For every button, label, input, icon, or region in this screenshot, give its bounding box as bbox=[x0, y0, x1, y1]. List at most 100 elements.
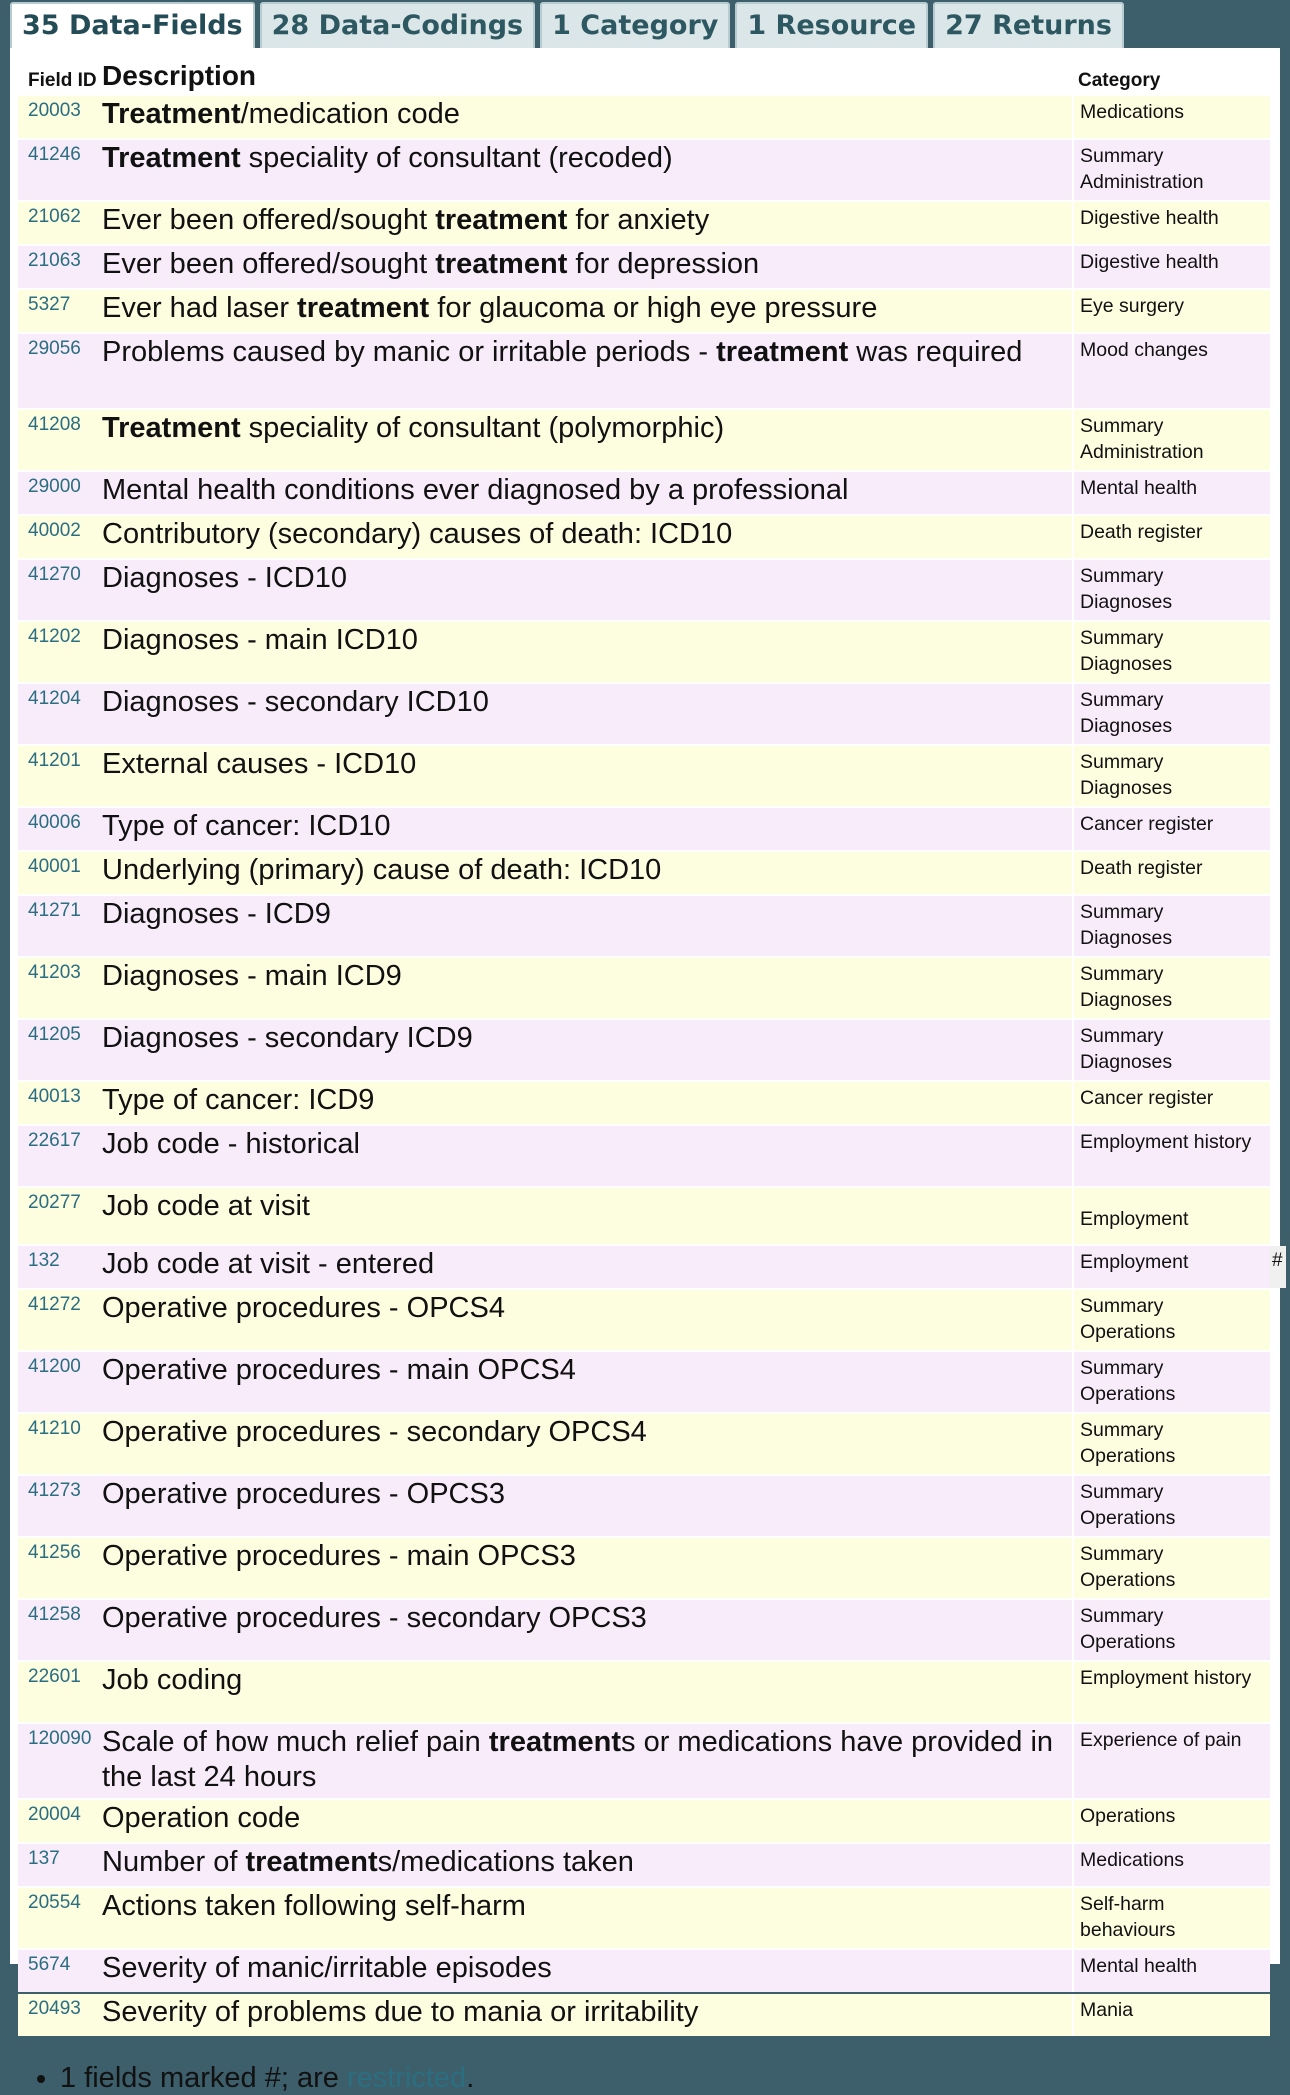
field-id-link[interactable]: 20004 bbox=[28, 1804, 81, 1825]
field-id-cell: 29000 bbox=[18, 472, 100, 514]
description-text: Diagnoses - ICD9 bbox=[102, 898, 331, 930]
highlight-term: treatment bbox=[245, 1846, 378, 1878]
field-id-link[interactable]: 41271 bbox=[28, 900, 81, 921]
field-id-link[interactable]: 5327 bbox=[28, 294, 71, 315]
restricted-marker bbox=[1270, 290, 1286, 332]
restricted-marker bbox=[1270, 1414, 1286, 1474]
field-id-link[interactable]: 132 bbox=[28, 1250, 60, 1271]
field-id-link[interactable]: 41201 bbox=[28, 750, 81, 771]
category-cell: Mental health bbox=[1072, 472, 1270, 514]
category-line: Death register bbox=[1080, 857, 1203, 879]
description-cell: Treatment speciality of consultant (reco… bbox=[100, 140, 1072, 200]
restricted-link[interactable]: restricted bbox=[346, 2062, 467, 2094]
table-row: 120090 Scale of how much relief pain trea… bbox=[18, 1724, 1286, 1798]
field-id-link[interactable]: 137 bbox=[28, 1848, 60, 1869]
category-cell: Summary Diagnoses bbox=[1072, 896, 1270, 956]
tab-category[interactable]: 1 Category bbox=[540, 2, 731, 48]
category-line: Experience of pain bbox=[1080, 1729, 1242, 1751]
restricted-marker bbox=[1270, 410, 1286, 470]
field-id-link[interactable]: 41258 bbox=[28, 1604, 81, 1625]
field-id-link[interactable]: 21062 bbox=[28, 206, 81, 227]
table-row: 41202 Diagnoses - main ICD10 Summary Diagno… bbox=[18, 622, 1286, 682]
field-id-link[interactable]: 41208 bbox=[28, 414, 81, 435]
field-id-link[interactable]: 29000 bbox=[28, 476, 81, 497]
category-line: Administration bbox=[1080, 441, 1204, 463]
category-line: Cancer register bbox=[1080, 813, 1214, 835]
field-id-link[interactable]: 20554 bbox=[28, 1892, 81, 1913]
field-id-link[interactable]: 41272 bbox=[28, 1294, 81, 1315]
field-id-link[interactable]: 20003 bbox=[28, 100, 81, 121]
category-cell: Eye surgery bbox=[1072, 290, 1270, 332]
field-id-link[interactable]: 41270 bbox=[28, 564, 81, 585]
field-id-link[interactable]: 29056 bbox=[28, 338, 81, 359]
field-id-link[interactable]: 41200 bbox=[28, 1356, 81, 1377]
description-cell: Job code at visit - entered bbox=[100, 1246, 1072, 1288]
category-cell: Operations bbox=[1072, 1800, 1270, 1842]
field-id-link[interactable]: 40001 bbox=[28, 856, 81, 877]
category-line: Summary bbox=[1080, 751, 1164, 773]
field-id-link[interactable]: 41203 bbox=[28, 962, 81, 983]
field-id-cell: 41271 bbox=[18, 896, 100, 956]
field-id-link[interactable]: 40006 bbox=[28, 812, 81, 833]
category-line: Employment bbox=[1080, 1251, 1189, 1273]
description-cell: Underlying (primary) cause of death: ICD… bbox=[100, 852, 1072, 894]
field-id-link[interactable]: 40002 bbox=[28, 520, 81, 541]
category-line: Operations bbox=[1080, 1507, 1176, 1529]
table-row: 20493 Severity of problems due to mania o… bbox=[18, 1994, 1286, 2036]
table-row: 40013 Type of cancer: ICD9 Cancer register bbox=[18, 1082, 1286, 1124]
field-id-link[interactable]: 21063 bbox=[28, 250, 81, 271]
category-cell: Summary Operations bbox=[1072, 1290, 1270, 1350]
field-id-cell: 5674 bbox=[18, 1950, 100, 1992]
field-id-link[interactable]: 40013 bbox=[28, 1086, 81, 1107]
category-line: Diagnoses bbox=[1080, 653, 1173, 675]
restricted-note-end: . bbox=[466, 2062, 475, 2094]
field-id-link[interactable]: 41202 bbox=[28, 626, 81, 647]
field-id-link[interactable]: 20277 bbox=[28, 1192, 81, 1213]
description-cell: Operation code bbox=[100, 1800, 1072, 1842]
category-line: Operations bbox=[1080, 1805, 1176, 1827]
table-row: 29056 Problems caused by manic or irritab… bbox=[18, 334, 1286, 408]
field-id-link[interactable]: 41256 bbox=[28, 1542, 81, 1563]
tab-data-codings[interactable]: 28 Data-Codings bbox=[259, 2, 536, 48]
field-id-link[interactable]: 20493 bbox=[28, 1998, 81, 2019]
description-text: Severity of manic/irritable episodes bbox=[102, 1952, 552, 1984]
category-cell: Medications bbox=[1072, 1844, 1270, 1886]
field-id-link[interactable]: 22601 bbox=[28, 1666, 81, 1687]
description-text: Underlying (primary) cause of death: ICD… bbox=[102, 854, 662, 886]
table-row: 41273 Operative procedures - OPCS3 Summary… bbox=[18, 1476, 1286, 1536]
category-cell: Employment history bbox=[1072, 1662, 1270, 1722]
description-text: Operative procedures - OPCS3 bbox=[102, 1478, 505, 1510]
field-id-link[interactable]: 120090 bbox=[28, 1728, 92, 1749]
table-row: 41246 Treatment speciality of consultant … bbox=[18, 140, 1286, 200]
description-text: Number of bbox=[102, 1846, 246, 1878]
category-cell: Death register bbox=[1072, 516, 1270, 558]
description-cell: Ever been offered/sought treatment for d… bbox=[100, 246, 1072, 288]
description-text: Type of cancer: ICD9 bbox=[102, 1084, 375, 1116]
field-id-link[interactable]: 41273 bbox=[28, 1480, 81, 1501]
category-cell: Mental health bbox=[1072, 1950, 1270, 1992]
tab-data-fields[interactable]: 35 Data-Fields bbox=[10, 2, 255, 50]
table-row: 41256 Operative procedures - main OPCS3 Su… bbox=[18, 1538, 1286, 1598]
field-id-link[interactable]: 41210 bbox=[28, 1418, 81, 1439]
table-row: 21062 Ever been offered/sought treatment … bbox=[18, 202, 1286, 244]
field-id-cell: 41202 bbox=[18, 622, 100, 682]
field-id-link[interactable]: 41246 bbox=[28, 144, 81, 165]
field-id-link[interactable]: 41205 bbox=[28, 1024, 81, 1045]
highlight-term: Treatment bbox=[102, 98, 241, 130]
field-id-link[interactable]: 5674 bbox=[28, 1954, 71, 1975]
tab-resource[interactable]: 1 Resource bbox=[735, 2, 929, 48]
description-text: Contributory (secondary) causes of death… bbox=[102, 518, 733, 550]
field-id-link[interactable]: 22617 bbox=[28, 1130, 81, 1151]
field-id-cell: 20554 bbox=[18, 1888, 100, 1948]
description-text: for anxiety bbox=[567, 204, 710, 236]
table-row: 41200 Operative procedures - main OPCS4 Su… bbox=[18, 1352, 1286, 1412]
restricted-marker bbox=[1270, 334, 1286, 408]
category-cell: Summary Administration bbox=[1072, 410, 1270, 470]
header-description: Description bbox=[102, 60, 257, 91]
category-cell: Summary Operations bbox=[1072, 1352, 1270, 1412]
field-id-link[interactable]: 41204 bbox=[28, 688, 81, 709]
restricted-marker bbox=[1270, 746, 1286, 806]
tab-returns[interactable]: 27 Returns bbox=[933, 2, 1124, 48]
restricted-marker bbox=[1270, 684, 1286, 744]
restricted-marker bbox=[1270, 852, 1286, 894]
